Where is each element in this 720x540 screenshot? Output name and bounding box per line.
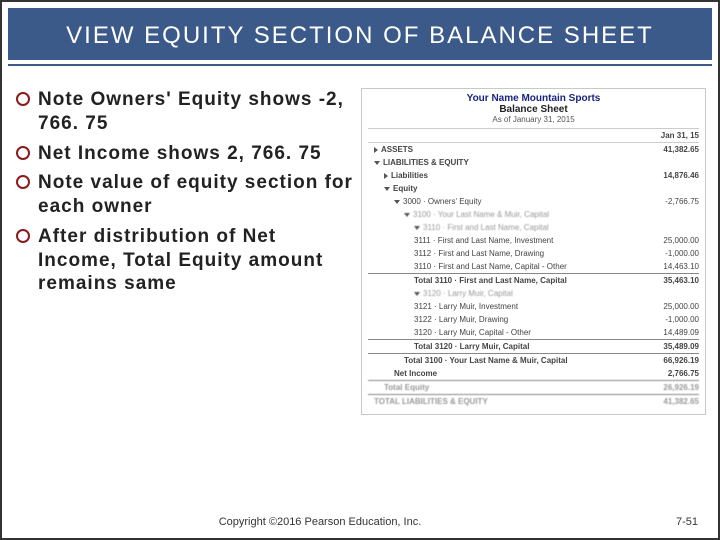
bullet-text: Note Owners' Equity shows -2, 766. 75 [38, 89, 344, 134]
row-label: Equity [368, 184, 417, 193]
bullet-text: Note value of equity section for each ow… [38, 172, 353, 217]
row-amount: 26,926.19 [639, 383, 699, 392]
bullet-text: After distribution of Net Income, Total … [38, 226, 323, 295]
expanded-icon [384, 187, 390, 191]
report-row: LIABILITIES & EQUITY [368, 156, 699, 169]
report-company: Your Name Mountain Sports [368, 93, 699, 104]
report-rows: ASSETS 41,382.65 LIABILITIES & EQUITY Liabi… [368, 143, 699, 408]
row-label: 3112 · First and Last Name, Drawing [368, 249, 544, 258]
report-row: Total 3100 · Your Last Name & Muir, Capi… [368, 353, 699, 367]
row-label: Net Income [368, 369, 437, 378]
col-date: Jan 31, 15 [639, 131, 699, 140]
row-label: Total 3100 · Your Last Name & Muir, Capi… [368, 356, 568, 365]
row-label: LIABILITIES & EQUITY [368, 158, 469, 167]
report-row: 3120 · Larry Muir, Capital [368, 287, 699, 300]
row-amount: -1,000.00 [639, 249, 699, 258]
report-row: 3121 · Larry Muir, Investment 25,000.00 [368, 300, 699, 313]
report-row: Net Income 2,766.75 [368, 367, 699, 380]
footer: Copyright ©2016 Pearson Education, Inc. … [2, 516, 718, 528]
collapsed-icon [384, 173, 388, 179]
bullet-item: After distribution of Net Income, Total … [16, 225, 353, 296]
row-label: Liabilities [368, 171, 428, 180]
row-label: 3110 · First and Last Name, Capital - Ot… [368, 262, 567, 271]
report-row: 3110 · First and Last Name, Capital - Ot… [368, 260, 699, 273]
report-row: 3100 · Your Last Name & Muir, Capital [368, 208, 699, 221]
row-label: Total 3120 · Larry Muir, Capital [368, 342, 529, 351]
row-amount: 35,489.09 [639, 342, 699, 351]
report-column-header: Jan 31, 15 [368, 128, 699, 143]
report-row: Total 3110 · First and Last Name, Capita… [368, 273, 699, 287]
row-label: 3100 · Your Last Name & Muir, Capital [368, 210, 549, 219]
report-title: Balance Sheet [368, 104, 699, 115]
report-row: Liabilities 14,876.46 [368, 169, 699, 182]
row-amount: -1,000.00 [639, 315, 699, 324]
bullet-icon [16, 146, 30, 160]
bullet-text: Net Income shows 2, 766. 75 [38, 143, 322, 164]
row-amount: 14,876.46 [639, 171, 699, 180]
row-amount: 25,000.00 [639, 236, 699, 245]
row-amount: 35,463.10 [639, 276, 699, 285]
bullet-column: Note Owners' Equity shows -2, 766. 75 Net… [16, 88, 361, 415]
bullet-item: Note Owners' Equity shows -2, 766. 75 [16, 88, 353, 136]
row-label: 3121 · Larry Muir, Investment [368, 302, 518, 311]
row-amount: 2,766.75 [639, 369, 699, 378]
report-row: TOTAL LIABILITIES & EQUITY 41,382.65 [368, 394, 699, 408]
row-label: 3120 · Larry Muir, Capital - Other [368, 328, 531, 337]
bullet-item: Net Income shows 2, 766. 75 [16, 142, 353, 166]
expanded-icon [414, 292, 420, 296]
expanded-icon [374, 161, 380, 165]
row-label: 3120 · Larry Muir, Capital [368, 289, 513, 298]
slide-title: VIEW EQUITY SECTION OF BALANCE SHEET [8, 8, 712, 60]
bullet-icon [16, 175, 30, 189]
row-label: Total Equity [368, 383, 429, 392]
collapsed-icon [374, 147, 378, 153]
row-label: TOTAL LIABILITIES & EQUITY [368, 397, 488, 406]
row-amount: 41,382.65 [639, 397, 699, 406]
page-number: 7-51 [638, 516, 698, 528]
report-row: Total 3120 · Larry Muir, Capital 35,489.0… [368, 339, 699, 353]
bullet-list: Note Owners' Equity shows -2, 766. 75 Net… [16, 88, 353, 296]
report-row: 3120 · Larry Muir, Capital - Other 14,489… [368, 326, 699, 339]
row-amount: 25,000.00 [639, 302, 699, 311]
bullet-icon [16, 229, 30, 243]
row-label: Total 3110 · First and Last Name, Capita… [368, 276, 567, 285]
report-row: 3122 · Larry Muir, Drawing -1,000.00 [368, 313, 699, 326]
row-label: 3122 · Larry Muir, Drawing [368, 315, 508, 324]
content-area: Note Owners' Equity shows -2, 766. 75 Net… [2, 66, 718, 415]
expanded-icon [414, 226, 420, 230]
report-row: 3111 · First and Last Name, Investment 25… [368, 234, 699, 247]
report-row: 3000 · Owners' Equity -2,766.75 [368, 195, 699, 208]
row-amount: 66,926.19 [639, 356, 699, 365]
report-row: ASSETS 41,382.65 [368, 143, 699, 156]
copyright: Copyright ©2016 Pearson Education, Inc. [2, 516, 638, 528]
report-row: Equity [368, 182, 699, 195]
row-amount: 41,382.65 [639, 145, 699, 154]
expanded-icon [404, 213, 410, 217]
row-label: 3000 · Owners' Equity [368, 197, 481, 206]
report-row: 3112 · First and Last Name, Drawing -1,00… [368, 247, 699, 260]
report-row: 3110 · First and Last Name, Capital [368, 221, 699, 234]
row-amount: 14,489.09 [639, 328, 699, 337]
bullet-item: Note value of equity section for each ow… [16, 171, 353, 219]
row-amount: 14,463.10 [639, 262, 699, 271]
expanded-icon [394, 200, 400, 204]
bullet-icon [16, 92, 30, 106]
row-amount: -2,766.75 [639, 197, 699, 206]
balance-sheet-report: Your Name Mountain Sports Balance Sheet … [361, 88, 706, 415]
report-row: Total Equity 26,926.19 [368, 380, 699, 394]
report-asof: As of January 31, 2015 [368, 115, 699, 124]
row-label: ASSETS [368, 145, 413, 154]
row-label: 3110 · First and Last Name, Capital [368, 223, 549, 232]
row-label: 3111 · First and Last Name, Investment [368, 236, 553, 245]
